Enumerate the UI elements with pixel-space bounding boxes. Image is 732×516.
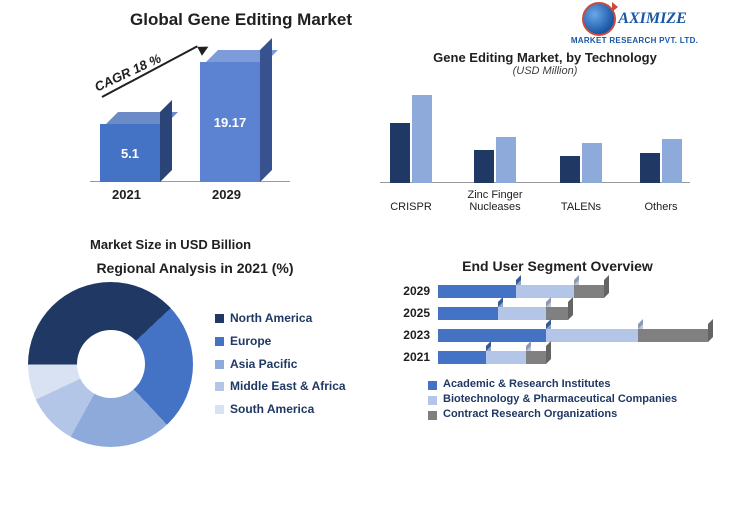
end-user-segment [486, 351, 526, 364]
legend-swatch [215, 360, 224, 369]
end-user-row: 2025 [390, 306, 725, 320]
tech-bar [496, 137, 516, 183]
legend-label: South America [230, 403, 314, 417]
legend-swatch [215, 314, 224, 323]
end-user-legend-item: Academic & Research Institutes [428, 378, 725, 390]
tech-category-label: TALENs [546, 201, 616, 213]
end-user-segment [546, 329, 638, 342]
end-user-track [438, 307, 725, 320]
end-user-segment [438, 351, 486, 364]
legend-swatch [215, 382, 224, 391]
cagr-arrow-head [197, 42, 211, 56]
regional-chart: Regional Analysis in 2021 (%) North Amer… [10, 260, 360, 510]
end-user-segment [498, 307, 546, 320]
tech-bar [560, 156, 580, 183]
end-user-segment [438, 329, 546, 342]
market-bar: 19.17 [200, 62, 260, 182]
tech-category-label: Others [626, 201, 696, 213]
end-user-row: 2023 [390, 328, 725, 342]
tech-bar [662, 139, 682, 183]
tech-bar [390, 123, 410, 183]
end-user-legend-item: Contract Research Organizations [428, 408, 725, 420]
legend-label: Europe [230, 335, 271, 349]
market-size-chart: CAGR 18 % 5.1 2021 19.17 2029 Market Size i… [40, 50, 340, 250]
legend-label: Asia Pacific [230, 358, 297, 372]
end-user-row: 2021 [390, 350, 725, 364]
end-user-chart: End User Segment Overview 2029 2025 2023 20… [390, 258, 725, 508]
end-user-segment [438, 307, 498, 320]
brand-logo: AXIMIZE MARKET RESEARCH PVT. LTD. [547, 2, 722, 45]
tech-bar [474, 150, 494, 183]
end-user-title: End User Segment Overview [390, 258, 725, 274]
end-user-year: 2023 [390, 328, 430, 342]
tech-bar [582, 143, 602, 183]
market-year-label: 2029 [212, 187, 241, 202]
legend-label: Contract Research Organizations [443, 408, 617, 420]
end-user-track [438, 285, 725, 298]
regional-legend-item: South America [215, 403, 346, 417]
end-user-segment [516, 285, 574, 298]
end-user-segment [526, 351, 546, 364]
legend-label: Academic & Research Institutes [443, 378, 611, 390]
tech-category-label: Zinc Finger Nucleases [460, 189, 530, 213]
regional-legend-item: Europe [215, 335, 346, 349]
end-user-segment [546, 307, 568, 320]
end-user-segment [638, 329, 708, 342]
legend-label: North America [230, 312, 312, 326]
legend-swatch [428, 411, 437, 420]
regional-title: Regional Analysis in 2021 (%) [30, 260, 360, 276]
tech-category-label: CRISPR [376, 201, 446, 213]
regional-legend: North America Europe Asia Pacific Middle Ea… [215, 303, 346, 426]
regional-legend-item: Asia Pacific [215, 358, 346, 372]
end-user-track [438, 351, 725, 364]
legend-swatch [428, 381, 437, 390]
end-user-year: 2025 [390, 306, 430, 320]
end-user-row: 2029 [390, 284, 725, 298]
legend-swatch [428, 396, 437, 405]
end-user-track [438, 329, 725, 342]
cagr-label: CAGR 18 % [92, 51, 163, 95]
logo-sub: MARKET RESEARCH PVT. LTD. [547, 36, 722, 45]
end-user-segment [574, 285, 604, 298]
legend-swatch [215, 337, 224, 346]
tech-title: Gene Editing Market, by Technology [370, 50, 720, 65]
legend-label: Biotechnology & Pharmaceutical Companies [443, 393, 677, 405]
main-title: Global Gene Editing Market [130, 10, 352, 30]
tech-subtitle: (USD Million) [370, 65, 720, 77]
technology-chart: Gene Editing Market, by Technology (USD … [370, 50, 720, 250]
logo-globe-icon [582, 2, 616, 36]
end-user-segment [438, 285, 516, 298]
end-user-legend: Academic & Research Institutes Biotechnol… [428, 378, 725, 420]
logo-name: AXIMIZE [618, 10, 686, 28]
legend-label: Middle East & Africa [230, 380, 346, 394]
end-user-year: 2021 [390, 350, 430, 364]
tech-bar [412, 95, 432, 183]
regional-legend-item: Middle East & Africa [215, 380, 346, 394]
end-user-legend-item: Biotechnology & Pharmaceutical Companies [428, 393, 725, 405]
tech-bar [640, 153, 660, 183]
market-bar: 5.1 [100, 124, 160, 182]
market-size-subtitle: Market Size in USD Billion [90, 237, 251, 252]
donut [28, 282, 193, 447]
legend-swatch [215, 405, 224, 414]
market-year-label: 2021 [112, 187, 141, 202]
end-user-year: 2029 [390, 284, 430, 298]
regional-legend-item: North America [215, 312, 346, 326]
